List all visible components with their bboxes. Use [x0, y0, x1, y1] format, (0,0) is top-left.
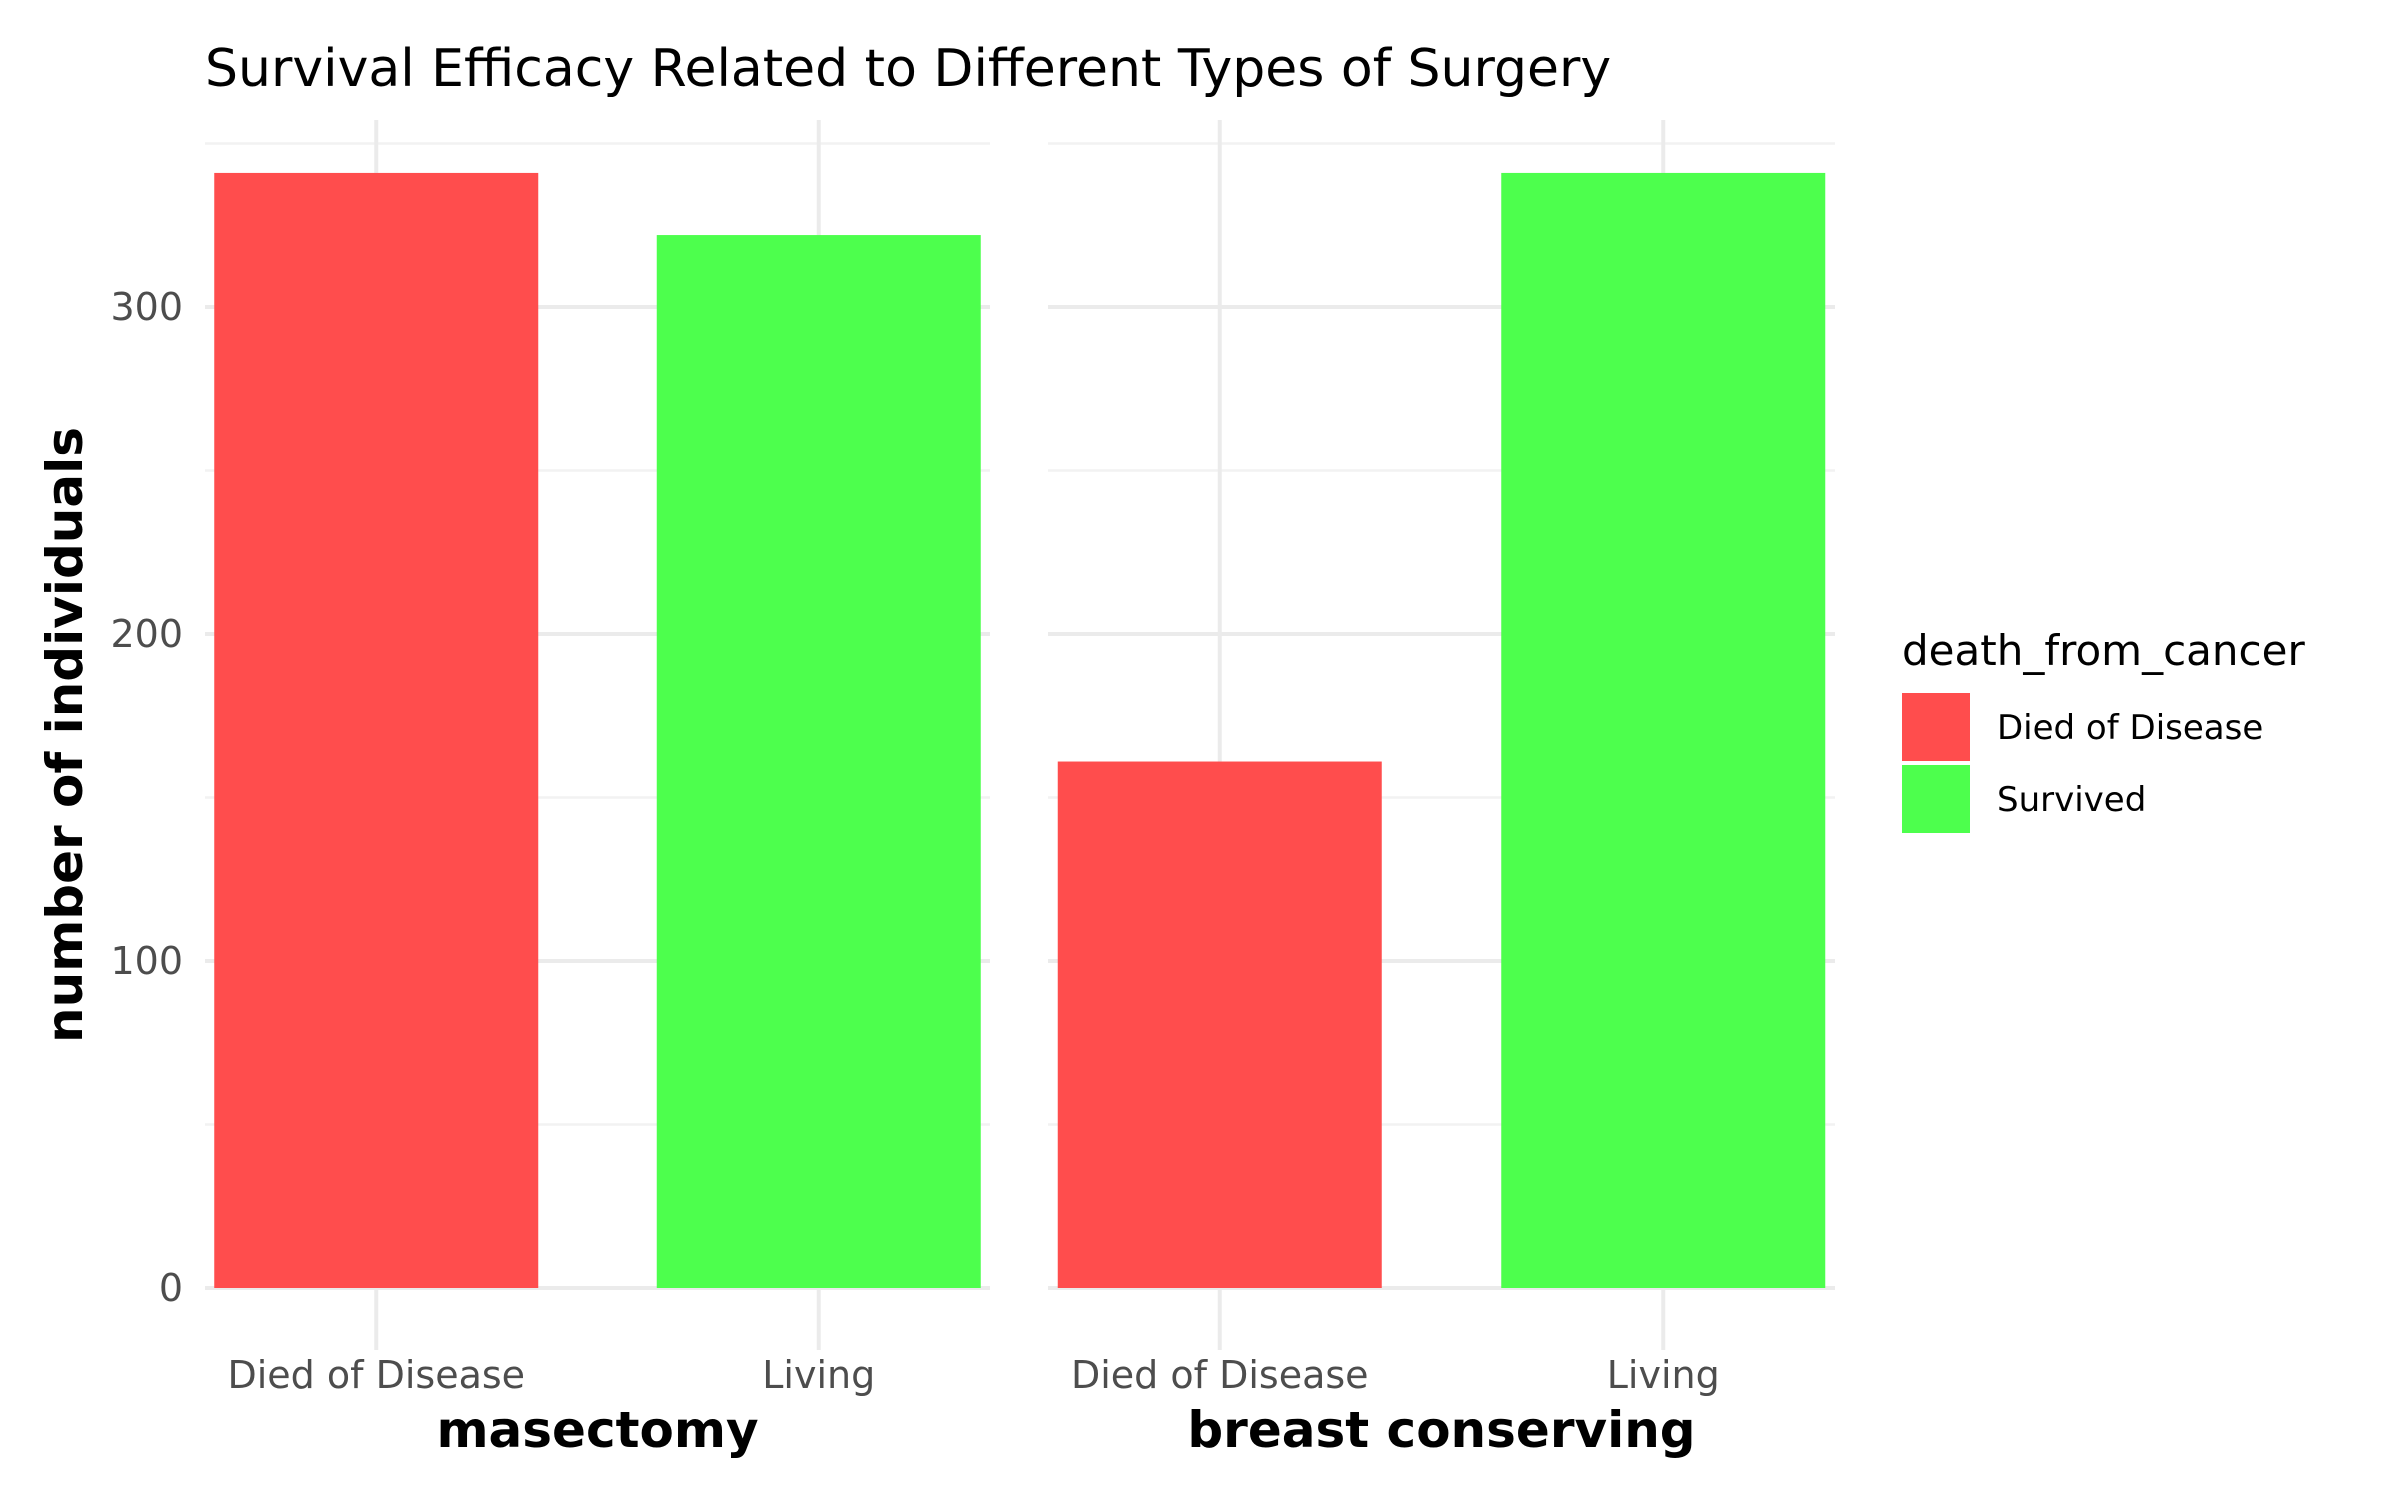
- y-tick-label: 200: [110, 612, 183, 656]
- bar-died-of-disease: [214, 172, 539, 1289]
- y-tick-label: 300: [110, 285, 183, 329]
- bar-died-of-disease: [1057, 761, 1382, 1288]
- x-tick-label: Died of Disease: [1071, 1353, 1369, 1397]
- x-tick-label: Living: [1607, 1353, 1720, 1397]
- bar-living: [1501, 172, 1826, 1289]
- legend-label: Survived: [1997, 780, 2146, 820]
- y-tick-label: 100: [110, 939, 183, 983]
- bar-living: [656, 235, 981, 1288]
- panel-label: masectomy: [436, 1401, 758, 1459]
- legend-label: Died of Disease: [1997, 708, 2263, 748]
- legend: death_from_cancer Died of Disease Survive…: [1902, 626, 2305, 833]
- legend-items: Died of Disease Survived: [1902, 693, 2263, 833]
- chart-title: Survival Efficacy Related to Different T…: [205, 39, 1611, 99]
- legend-item: Died of Disease: [1902, 693, 2263, 761]
- panel-label: breast conserving: [1187, 1401, 1695, 1459]
- y-tick-label: 0: [159, 1266, 183, 1310]
- legend-swatch: [1902, 765, 1970, 833]
- x-tick-label: Died of Disease: [227, 1353, 525, 1397]
- legend-swatch: [1902, 693, 1970, 761]
- x-tick-label: Living: [762, 1353, 875, 1397]
- y-axis-title: number of individuals: [36, 427, 94, 1043]
- panels: Died of Disease Livingmasectomy0100200300…: [110, 120, 1835, 1459]
- legend-item: Survived: [1902, 765, 2146, 833]
- legend-title: death_from_cancer: [1902, 626, 2305, 675]
